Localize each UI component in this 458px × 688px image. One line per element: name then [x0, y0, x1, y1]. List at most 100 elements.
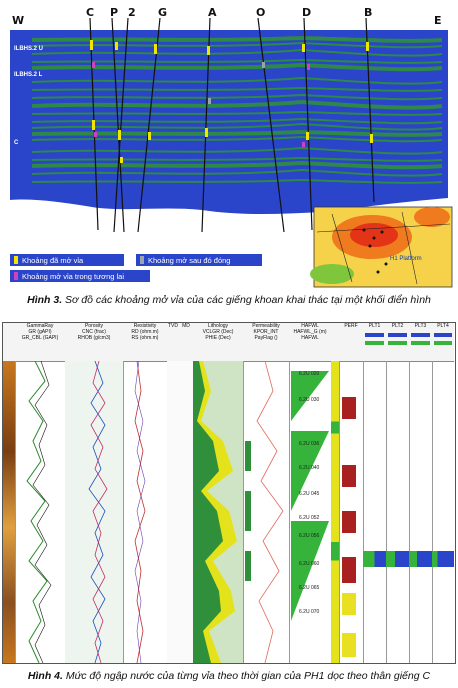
well-label-2: 2 — [128, 6, 136, 19]
plt2-title: PLT2 — [391, 323, 404, 329]
resistivity-sub: RD (ohm.m) — [131, 329, 159, 335]
sand-streak — [31, 156, 443, 162]
plt3-title: PLT3 — [414, 323, 427, 329]
sand-streak — [31, 110, 443, 116]
sand-streaks — [31, 35, 443, 184]
header-lithology: Lithology VCLGR (Dec) PHIE (Dec) — [193, 323, 244, 362]
r-track — [331, 361, 340, 663]
header-permeability: Permeability KPOR_INT PayFlag () — [243, 323, 290, 362]
plt2-track — [386, 361, 410, 663]
lithology-track — [193, 361, 244, 663]
sand-streak — [31, 48, 443, 57]
gamma-track — [26, 361, 66, 663]
lithology-sub: VCLGR (Dec) — [202, 329, 234, 335]
zone-label: 6.2U 052 — [299, 515, 320, 521]
caption-text: Sơ đồ các khoảng mở vỉa của các giếng kh… — [62, 294, 431, 306]
sand-streak — [31, 86, 443, 92]
well-label-p: P — [110, 6, 118, 19]
sand-streak — [31, 62, 443, 72]
porosity-title: Porosity — [84, 323, 104, 329]
zone-label: 6.2U 060 — [299, 561, 320, 567]
resistivity-sub: RS (ohm.m) — [131, 335, 159, 341]
resistivity-title: Resistivity — [133, 323, 157, 329]
sand-streak — [31, 35, 443, 43]
sand-streak — [31, 93, 443, 101]
perf-title: PERF — [344, 323, 358, 329]
md-track — [179, 361, 194, 663]
core-track — [3, 361, 16, 663]
gamma-sub: GR_CBL (GAPI) — [21, 335, 59, 341]
caption-label: Hình 3. — [27, 294, 63, 306]
zone-label: 6.2U 056 — [299, 533, 320, 539]
porosity-sub: CNC (frac) — [82, 329, 106, 335]
hafwl-sub: HAFWL_G (m) — [293, 329, 327, 335]
header-plt4: PLT4 — [432, 323, 454, 362]
plt4-track — [432, 361, 454, 663]
well-path-p — [111, 17, 125, 233]
porosity-sub: RHOB (g/cm3) — [77, 335, 111, 341]
sand-streak — [31, 129, 443, 137]
well-label-o: O — [256, 6, 265, 19]
figure-4-well-log: GammaRay GR (gAPI) GR_CBL (GAPI) Porosit… — [2, 322, 456, 664]
compass-west: W — [12, 14, 24, 27]
legend-future: Khoảng mở vỉa trong tương lai — [22, 272, 124, 281]
well-path-2 — [113, 17, 129, 233]
plt1-track — [363, 361, 387, 663]
sand-streak — [31, 122, 443, 131]
compass-east: E — [434, 14, 442, 27]
sand-streak — [31, 41, 443, 49]
header-md: MD — [179, 323, 194, 362]
zone-label: 6.2U 020 — [299, 371, 320, 377]
tvd-title: TVD — [168, 323, 178, 329]
sand-streak — [31, 99, 443, 110]
well-label-c: C — [86, 6, 94, 19]
legend-open: Khoảng đã mở vỉa — [22, 256, 84, 265]
well-label-d: D — [302, 6, 311, 19]
well-label-a: A — [208, 6, 217, 19]
well-path-d — [303, 17, 313, 231]
permeability-sub: PayFlag () — [254, 335, 278, 341]
plt3-track — [409, 361, 433, 663]
header-porosity: Porosity CNC (frac) RHOB (g/cm3) — [65, 323, 124, 362]
md-title: MD — [182, 323, 190, 329]
inset-platform-label: H1 Platform — [390, 256, 422, 262]
sand-streak — [31, 58, 443, 64]
zone-label: 6.2U 065 — [299, 585, 320, 591]
future-intervals — [92, 62, 310, 147]
gamma-title: GammaRay — [26, 323, 54, 329]
header-plt3: PLT3 — [409, 323, 433, 362]
well-label-b: B — [364, 6, 372, 19]
reservoir-label: C — [14, 140, 19, 146]
resistivity-track — [134, 361, 168, 663]
porosity-track — [65, 361, 124, 663]
perf-track — [339, 361, 364, 663]
permeability-track — [245, 361, 290, 663]
lithology-sub: PHIE (Dec) — [205, 335, 231, 341]
sand-streak — [31, 178, 443, 184]
header-gamma: GammaRay GR (gAPI) GR_CBL (GAPI) — [15, 323, 66, 362]
header-plt2: PLT2 — [386, 323, 410, 362]
hafwl-track — [291, 361, 332, 663]
well-path-o — [257, 17, 285, 233]
header-hafwl: HAFWL HAFWL_G (m) HAFWL — [289, 323, 332, 362]
sand-streak — [31, 117, 443, 125]
gamma-sub: GR (gAPI) — [28, 329, 52, 335]
open-intervals — [90, 40, 373, 163]
reservoir-label: ILBHS.2 U — [14, 46, 43, 52]
sand-streak — [31, 168, 443, 177]
sand-streak — [31, 146, 443, 155]
header-plt1: PLT1 — [363, 323, 387, 362]
sand-streak — [31, 76, 443, 85]
sand-streak — [31, 135, 443, 143]
zone-label: 6.2U 040 — [299, 465, 320, 471]
plt1-title: PLT1 — [368, 323, 381, 329]
lithology-title: Lithology — [207, 323, 228, 329]
permeability-sub: KPOR_INT — [253, 329, 279, 335]
zone-label: 6.2U 070 — [299, 609, 320, 615]
plt4-title: PLT4 — [437, 323, 449, 329]
caption-text: Mức độ ngập nước của từng vỉa theo thời … — [62, 670, 431, 682]
figure-3-caption: Hình 3. Sơ đồ các khoảng mở vỉa của các … — [0, 294, 458, 306]
header-perf: PERF — [339, 323, 364, 362]
reservoir-label: ILBHS.2 L — [14, 72, 43, 78]
